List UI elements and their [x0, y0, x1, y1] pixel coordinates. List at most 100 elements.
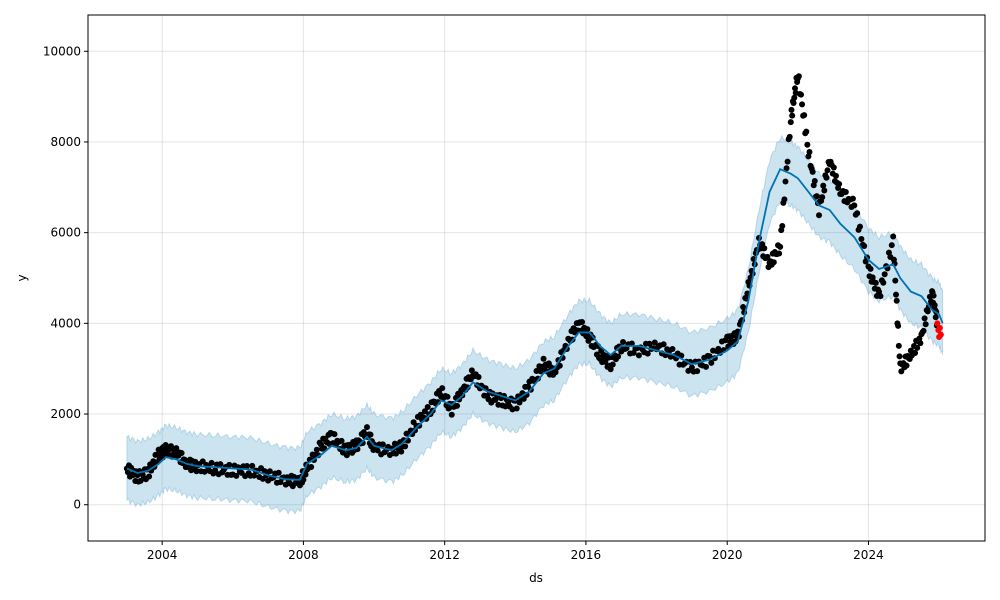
actual-point [856, 223, 863, 230]
actual-point [761, 245, 768, 252]
actual-point [842, 189, 849, 196]
actual-point [579, 318, 586, 325]
actual-point [646, 340, 653, 347]
actual-point [803, 128, 810, 135]
actual-point [492, 396, 499, 403]
actual-point [832, 172, 839, 179]
axis-ticks: 2004 2008 2012 2016 2020 2024 0 2000 4000 6000 800… [43, 44, 884, 562]
actual-point [392, 450, 399, 457]
plot-frame [87, 14, 986, 542]
actual-point [806, 148, 813, 155]
x-axis-label: ds [529, 571, 543, 585]
actual-point [930, 292, 937, 299]
actual-point [706, 353, 713, 360]
actual-point [217, 461, 224, 468]
actual-point [556, 362, 563, 369]
actual-point [540, 355, 547, 362]
actual-point [367, 431, 374, 438]
actual-point [789, 112, 796, 119]
actual-point [776, 250, 783, 257]
actual-point [931, 302, 938, 309]
actual-point [468, 367, 475, 374]
actual-point [300, 476, 307, 483]
actual-point [819, 194, 826, 201]
actual-point [615, 353, 622, 360]
x-tick-label: 2004 [147, 548, 178, 562]
actual-point [811, 177, 818, 184]
actual-point [895, 322, 902, 329]
test-points [934, 320, 944, 340]
actual-point [820, 182, 827, 189]
actual-point [660, 341, 667, 348]
actual-point [424, 404, 431, 411]
actual-point [233, 472, 240, 479]
actual-point [851, 202, 858, 209]
x-tick-label: 2024 [853, 548, 884, 562]
y-tick-label: 8000 [50, 135, 81, 149]
actual-point [178, 449, 185, 456]
actual-point [374, 447, 381, 454]
actual-point [250, 472, 257, 479]
test-point [937, 331, 944, 338]
actual-point [784, 158, 791, 165]
actual-point [903, 362, 910, 369]
y-tick-label: 4000 [50, 316, 81, 330]
actual-point [893, 297, 900, 304]
actual-point [173, 445, 180, 452]
actual-point [513, 405, 520, 412]
actual-point [439, 385, 446, 392]
actual-point [888, 242, 895, 249]
test-point [936, 324, 943, 331]
actual-point [584, 326, 591, 333]
actual-point [398, 448, 405, 455]
uncertainty-band [126, 134, 944, 515]
actual-point [912, 350, 919, 357]
actual-point [516, 399, 523, 406]
actual-point [644, 350, 651, 357]
actual-point [708, 359, 715, 366]
actual-point [896, 353, 903, 360]
actual-point [249, 462, 256, 469]
actual-point [872, 279, 879, 286]
actual-point [805, 153, 812, 160]
actual-point [914, 344, 921, 351]
actual-point [898, 368, 905, 375]
actual-point [770, 259, 777, 266]
x-tick-label: 2016 [571, 548, 602, 562]
actual-point [448, 411, 455, 418]
y-tick-label: 6000 [50, 226, 81, 240]
actual-point [475, 374, 482, 381]
actual-point [146, 473, 153, 480]
actual-point [609, 361, 616, 368]
actual-point [786, 133, 793, 140]
actual-point [917, 340, 924, 347]
actual-point [849, 195, 856, 202]
actual-point [781, 196, 788, 203]
actual-point [869, 274, 876, 281]
actual-point [880, 279, 887, 286]
actual-point [830, 164, 837, 171]
actual-point [193, 468, 200, 475]
actual-point [890, 233, 897, 240]
actual-point [226, 461, 233, 468]
test-point [934, 320, 941, 327]
actual-point [892, 277, 899, 284]
actual-point [359, 439, 366, 446]
actual-point [790, 100, 797, 107]
actual-point [813, 193, 820, 200]
actual-point [620, 339, 627, 346]
actual-point [266, 468, 273, 475]
actual-point [801, 112, 808, 119]
actual-point [302, 471, 309, 478]
actual-point [602, 358, 609, 365]
actual-point [922, 321, 929, 328]
actual-point [791, 94, 798, 101]
actual-point [877, 293, 884, 300]
actual-point [795, 73, 802, 80]
actual-point [694, 368, 701, 375]
actual-point [402, 443, 409, 450]
actual-point [669, 346, 676, 353]
x-tick-label: 2012 [429, 548, 460, 562]
x-tick-label: 2020 [712, 548, 743, 562]
